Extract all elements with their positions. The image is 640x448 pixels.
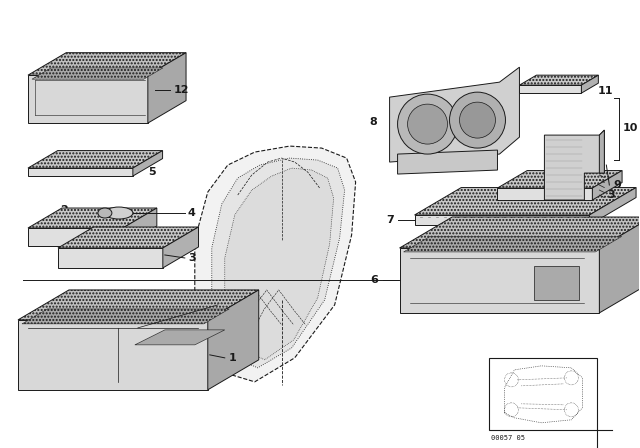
Polygon shape bbox=[520, 85, 581, 93]
Polygon shape bbox=[497, 171, 622, 188]
Polygon shape bbox=[208, 290, 259, 390]
Polygon shape bbox=[32, 68, 163, 79]
Text: 3: 3 bbox=[607, 190, 615, 200]
Polygon shape bbox=[589, 188, 636, 225]
Polygon shape bbox=[58, 227, 198, 248]
Polygon shape bbox=[28, 208, 157, 228]
Polygon shape bbox=[133, 151, 163, 176]
Text: 3: 3 bbox=[189, 253, 196, 263]
Text: 8: 8 bbox=[370, 117, 378, 127]
Polygon shape bbox=[28, 151, 163, 168]
Polygon shape bbox=[18, 320, 208, 390]
Polygon shape bbox=[399, 248, 599, 313]
Polygon shape bbox=[520, 75, 598, 85]
Circle shape bbox=[397, 94, 458, 154]
Text: 6: 6 bbox=[371, 275, 379, 285]
Polygon shape bbox=[135, 330, 225, 345]
Polygon shape bbox=[390, 67, 520, 162]
Polygon shape bbox=[22, 309, 229, 324]
Polygon shape bbox=[534, 266, 579, 300]
Ellipse shape bbox=[98, 208, 112, 218]
Polygon shape bbox=[545, 130, 604, 200]
Ellipse shape bbox=[105, 207, 133, 219]
Polygon shape bbox=[599, 130, 604, 173]
Polygon shape bbox=[28, 53, 186, 75]
Polygon shape bbox=[399, 217, 640, 248]
Polygon shape bbox=[28, 75, 148, 123]
Text: 5: 5 bbox=[148, 167, 156, 177]
Polygon shape bbox=[123, 208, 157, 246]
Circle shape bbox=[408, 104, 447, 144]
Polygon shape bbox=[581, 75, 598, 93]
Text: 10: 10 bbox=[622, 123, 637, 133]
Text: 11: 11 bbox=[597, 86, 613, 96]
Polygon shape bbox=[415, 215, 589, 225]
Bar bbox=[490, 358, 597, 430]
Text: 9: 9 bbox=[613, 180, 621, 190]
Polygon shape bbox=[212, 158, 344, 368]
Polygon shape bbox=[28, 168, 133, 176]
Polygon shape bbox=[18, 290, 259, 320]
Text: 7: 7 bbox=[386, 215, 394, 225]
Polygon shape bbox=[195, 146, 356, 382]
Text: 2: 2 bbox=[60, 205, 68, 215]
Polygon shape bbox=[497, 188, 593, 200]
Text: 00057 05: 00057 05 bbox=[492, 435, 525, 441]
Text: 1: 1 bbox=[228, 353, 237, 363]
Circle shape bbox=[449, 92, 506, 148]
Polygon shape bbox=[28, 228, 123, 246]
Polygon shape bbox=[593, 171, 622, 200]
Polygon shape bbox=[163, 227, 198, 268]
Polygon shape bbox=[148, 53, 186, 123]
Polygon shape bbox=[599, 217, 640, 313]
Polygon shape bbox=[58, 248, 163, 268]
Polygon shape bbox=[397, 150, 497, 174]
Polygon shape bbox=[225, 168, 333, 360]
Circle shape bbox=[460, 102, 495, 138]
Polygon shape bbox=[404, 237, 621, 252]
Text: 12: 12 bbox=[174, 85, 189, 95]
Polygon shape bbox=[415, 188, 636, 215]
Text: 4: 4 bbox=[188, 208, 196, 218]
